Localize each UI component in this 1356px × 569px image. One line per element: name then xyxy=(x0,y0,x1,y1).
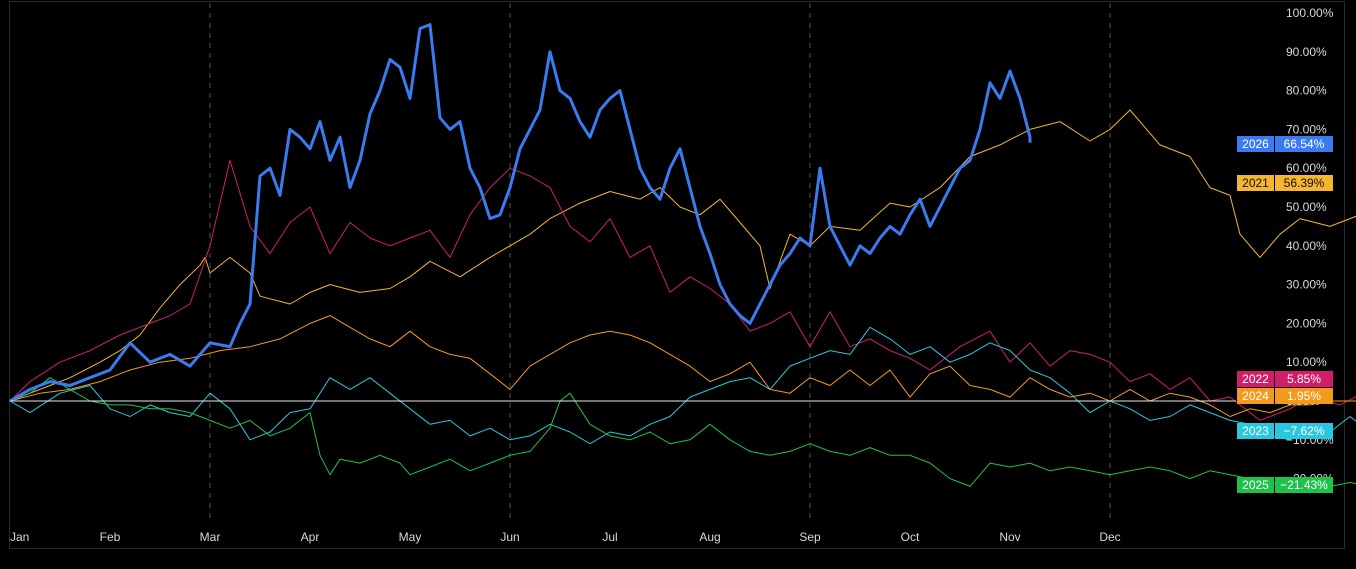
y-tick-label: 60.00% xyxy=(1286,161,1327,175)
end-label-year: 2021 xyxy=(1242,176,1269,190)
x-tick-label: Jan xyxy=(10,530,29,544)
y-tick-label: 80.00% xyxy=(1286,84,1327,98)
end-label-year-box xyxy=(1237,371,1274,387)
end-label-year-box xyxy=(1237,175,1274,191)
end-label-value-box xyxy=(1275,175,1333,191)
series-line-2023 xyxy=(9,326,1356,445)
y-tick-label: 10.00% xyxy=(1286,355,1327,369)
end-label-year: 2022 xyxy=(1242,372,1269,386)
end-label-2021: 2021 56.39% xyxy=(1237,175,1333,191)
end-label-value: 56.39% xyxy=(1284,176,1325,190)
end-label-value-box xyxy=(1275,423,1333,439)
y-tick-label: 90.00% xyxy=(1286,45,1327,59)
x-tick-label: Apr xyxy=(301,530,320,544)
x-tick-label: May xyxy=(399,530,422,544)
end-label-2024: 2024 1.95% xyxy=(1237,388,1333,404)
series-line-2026 xyxy=(9,23,1032,403)
end-label-2022: 2022 5.85% xyxy=(1237,371,1333,387)
y-tick-label: 30.00% xyxy=(1286,278,1327,292)
series-line-2024 xyxy=(9,315,1356,417)
end-label-value: −7.62% xyxy=(1283,424,1324,438)
x-axis: Jan Feb Mar Apr May Jun Jul Aug Sep Oct Nov Dec xyxy=(10,530,1121,544)
quarter-gridlines xyxy=(209,3,1111,520)
x-tick-label: Oct xyxy=(901,530,920,544)
y-tick-label: 70.00% xyxy=(1286,122,1327,136)
series-line-2025 xyxy=(9,377,1356,487)
end-label-2026: 2026 66.54% xyxy=(1237,136,1333,152)
end-label-year: 2025 xyxy=(1242,478,1269,492)
end-label-year-box xyxy=(1237,136,1274,152)
end-label-value-box xyxy=(1275,371,1333,387)
series-line-2022 xyxy=(9,159,1356,421)
end-label-value: 5.85% xyxy=(1287,372,1321,386)
x-tick-label: Sep xyxy=(799,530,821,544)
series-lines xyxy=(9,23,1356,487)
x-tick-label: Nov xyxy=(999,530,1020,544)
chart-frame xyxy=(9,1,1345,549)
y-tick-label: 40.00% xyxy=(1286,239,1327,253)
x-tick-label: Mar xyxy=(200,530,221,544)
end-label-year-box xyxy=(1237,388,1274,404)
series-line-2021 xyxy=(9,109,1356,402)
y-axis: 100.00% 90.00% 80.00% 70.00% 60.00% 50.00% 40.… xyxy=(1286,6,1334,486)
end-label-year: 2023 xyxy=(1242,424,1269,438)
x-tick-label: Dec xyxy=(1099,530,1120,544)
x-tick-label: Feb xyxy=(100,530,121,544)
y-tick-label: 100.00% xyxy=(1286,6,1334,20)
x-tick-label: Aug xyxy=(699,530,720,544)
end-label-2023: 2023 −7.62% xyxy=(1237,423,1333,439)
end-label-2025: 2025 −21.43% xyxy=(1237,477,1333,493)
end-label-year: 2026 xyxy=(1242,137,1269,151)
end-label-value-box xyxy=(1275,477,1333,493)
end-label-value: −21.43% xyxy=(1280,478,1328,492)
end-label-value-box xyxy=(1275,388,1333,404)
end-label-year-box xyxy=(1237,477,1274,493)
y-tick-label: 20.00% xyxy=(1286,316,1327,330)
end-label-year-box xyxy=(1237,423,1274,439)
series-end-labels: 2021 56.39%2022 5.85%2023 −7.62%2024 1.95%20… xyxy=(1237,136,1333,493)
x-tick-label: Jun xyxy=(500,530,519,544)
end-label-value-box xyxy=(1275,136,1333,152)
end-label-year: 2024 xyxy=(1242,389,1269,403)
end-label-value: 1.95% xyxy=(1287,389,1321,403)
x-tick-label: Jul xyxy=(602,530,617,544)
y-tick-label: 50.00% xyxy=(1286,200,1327,214)
end-label-value: 66.54% xyxy=(1284,137,1325,151)
